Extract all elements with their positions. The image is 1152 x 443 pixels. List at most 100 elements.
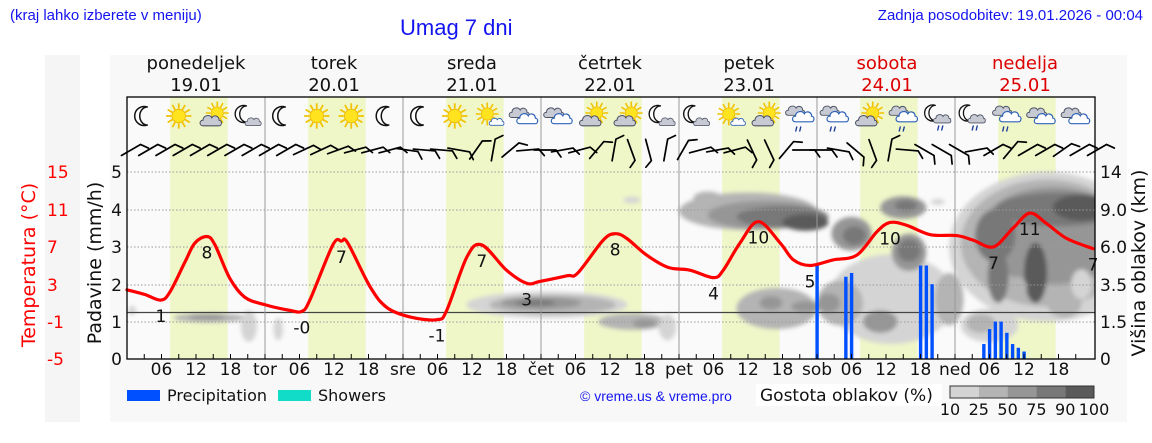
time-tick-label: 06 bbox=[565, 360, 587, 380]
temperature-label: 10 bbox=[879, 229, 901, 249]
cloud-height-tick-label: 6.0 bbox=[1100, 238, 1127, 258]
density-legend-title: Gostota oblakov (%) bbox=[760, 386, 933, 406]
precipitation-bar bbox=[993, 321, 998, 359]
wind-barb-icon bbox=[550, 147, 581, 155]
temperature-label: 3 bbox=[521, 290, 532, 310]
density-tick-label: 75 bbox=[1026, 400, 1046, 419]
precipitation-tick-label: 0 bbox=[111, 350, 122, 370]
wind-barb-icon bbox=[309, 144, 340, 156]
day-date: 21.01 bbox=[446, 75, 498, 96]
wind-barb-icon bbox=[468, 140, 492, 160]
density-tick-label: 50 bbox=[997, 400, 1017, 419]
temperature-label: 5 bbox=[805, 273, 816, 293]
cloud-density-blob bbox=[515, 299, 556, 306]
precipitation-bar bbox=[844, 276, 848, 359]
day-headers: ponedeljek 19.01 torek 20.01 sreda 21.01… bbox=[147, 53, 1058, 96]
density-swatch bbox=[1065, 386, 1094, 398]
precipitation-tick-label: 4 bbox=[111, 201, 122, 221]
x-axis-ticks bbox=[143, 354, 1077, 359]
wind-barb-icon bbox=[983, 143, 1012, 157]
cloud-density-blob bbox=[273, 317, 283, 341]
temperature-label: 1 bbox=[156, 307, 167, 327]
cloud-density-blob bbox=[934, 272, 964, 326]
time-tick-label: 18 bbox=[772, 360, 794, 380]
density-swatch bbox=[1007, 386, 1037, 398]
wind-barb-icon bbox=[931, 143, 953, 165]
time-tick-label: 12 bbox=[323, 360, 345, 380]
page-title: Umag 7 dni bbox=[400, 15, 513, 40]
cloud-density-blob bbox=[930, 198, 945, 205]
wind-barb-icon bbox=[490, 134, 504, 162]
temperature-label: 8 bbox=[202, 244, 213, 264]
temperature-label: -1 bbox=[428, 327, 445, 347]
day-name: četrtek bbox=[578, 53, 643, 74]
temperature-tick-label: -5 bbox=[47, 350, 64, 370]
location-hint: (kraj lahko izberete v meniju) bbox=[10, 7, 202, 24]
density-swatch bbox=[1036, 386, 1066, 398]
cloud-density-layer bbox=[128, 172, 1095, 345]
cloud-height-tick-label: 14 bbox=[1100, 163, 1122, 183]
temperature-labels: 1 8 -0 7 -1 7 3 8 4 10 5 10 7 11 7 bbox=[156, 220, 1099, 347]
density-scale: 10 25 50 75 90 100 bbox=[940, 385, 1109, 419]
wind-barb-icon bbox=[611, 134, 625, 162]
precipitation-bar bbox=[1016, 347, 1021, 359]
temperature-label: 11 bbox=[1019, 220, 1041, 240]
cloud-density-blob bbox=[188, 314, 226, 320]
cloud-height-tick-label: 0 bbox=[1100, 350, 1111, 370]
wind-barb-icon bbox=[155, 143, 184, 157]
wind-barb-icon bbox=[868, 138, 878, 169]
cloud-density-blob bbox=[240, 310, 257, 342]
temperature-label: 7 bbox=[476, 252, 487, 272]
cloud-density-blob bbox=[782, 214, 829, 231]
time-tick-label: 06 bbox=[427, 360, 449, 380]
wind-barb-icon bbox=[948, 143, 971, 165]
temperature-axis-title: Temperatura (°C) bbox=[18, 183, 40, 348]
precipitation-bar bbox=[849, 272, 854, 359]
wind-barb-icon bbox=[887, 134, 901, 162]
cloud-density-blob bbox=[693, 191, 723, 205]
precipitation-tick-label: 5 bbox=[111, 163, 122, 183]
temperature-label: -0 bbox=[293, 318, 310, 338]
temperature-tick-label: -1 bbox=[47, 313, 64, 333]
cloud-density-blob bbox=[128, 305, 137, 315]
density-tick-label: 10 bbox=[940, 400, 960, 419]
last-update: Zadnja posodobitev: 19.01.2026 - 00:04 bbox=[877, 7, 1143, 24]
wind-barb-icon bbox=[676, 138, 698, 161]
showers-legend-label: Showers bbox=[318, 386, 386, 405]
wind-barb-icon bbox=[378, 146, 408, 154]
wind-barb-icon bbox=[763, 139, 775, 169]
day-name: sobota bbox=[857, 53, 918, 74]
precipitation-bar bbox=[999, 321, 1003, 359]
credit-link[interactable]: © vreme.us & vreme.pro bbox=[580, 388, 732, 404]
time-tick-label: 12 bbox=[737, 360, 759, 380]
wind-barb-icon bbox=[626, 138, 636, 169]
time-tick-label: 06 bbox=[703, 360, 725, 380]
day-date: 23.01 bbox=[723, 75, 775, 96]
time-tick-label: 18 bbox=[1048, 360, 1070, 380]
time-tick-label: 12 bbox=[599, 360, 621, 380]
wind-barb-icon bbox=[778, 140, 803, 160]
wind-barb-icon bbox=[809, 149, 838, 158]
wind-barb-icon bbox=[292, 144, 322, 156]
wind-barb-icon bbox=[241, 143, 270, 157]
day-date: 25.01 bbox=[999, 75, 1051, 96]
wind-barb-icon bbox=[568, 146, 598, 154]
time-tick-label: 18 bbox=[358, 360, 380, 380]
temperature-tick-label: 15 bbox=[47, 163, 69, 183]
wind-barb-icon bbox=[172, 143, 201, 157]
day-name: petek bbox=[723, 53, 775, 74]
time-tick-label: 12 bbox=[461, 360, 483, 380]
cloud-height-tick-label: 3.5 bbox=[1100, 276, 1127, 296]
day-date: 24.01 bbox=[861, 75, 913, 96]
time-tick-label: čet bbox=[528, 360, 555, 380]
cloud-density-blob bbox=[975, 209, 1016, 262]
wind-barb-icon bbox=[501, 141, 529, 158]
wind-barb-icon bbox=[746, 139, 758, 169]
cloud-height-axis: 14 9.0 6.0 3.5 1.5 0 bbox=[1100, 163, 1127, 370]
wind-barb-icon bbox=[1002, 140, 1028, 160]
cloud-height-tick-label: 9.0 bbox=[1100, 201, 1127, 221]
cloud-height-axis-title: Višina oblakov (km) bbox=[1128, 170, 1150, 357]
time-tick-label: pet bbox=[665, 360, 693, 380]
temperature-label: 10 bbox=[748, 229, 770, 249]
temperature-tick-label: 3 bbox=[47, 276, 58, 296]
